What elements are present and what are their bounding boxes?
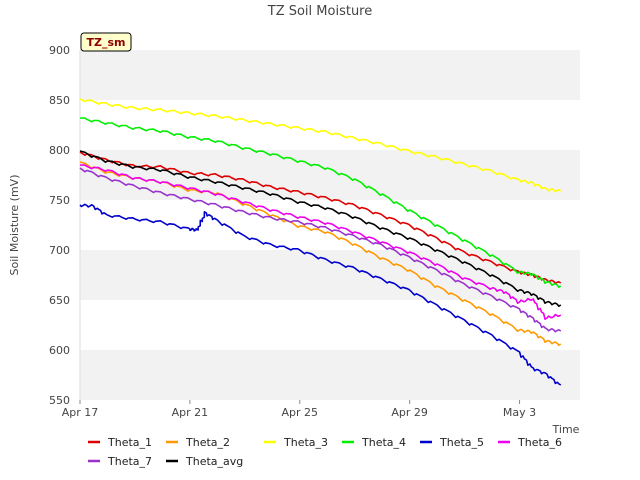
grid-band	[80, 300, 580, 350]
legend-label: Theta_7	[107, 455, 152, 468]
series-line-theta_5	[79, 203, 562, 386]
legend-label: Theta_1	[107, 436, 152, 449]
y-tick-label: 650	[49, 294, 70, 307]
legend-label: Theta_3	[283, 436, 328, 449]
y-tick-label: 750	[49, 194, 70, 207]
legend-label: Theta_6	[517, 436, 562, 449]
badge: TZ_sm	[80, 32, 132, 52]
x-tick-label: Apr 25	[282, 406, 319, 419]
badge-label: TZ_sm	[87, 36, 126, 49]
y-tick-label: 800	[49, 144, 70, 157]
series-line-theta_4	[80, 117, 562, 288]
x-axis-ticks: Apr 17 Apr 21 Apr 25 Apr 29 May 3	[62, 400, 536, 419]
series-line-theta_avg	[79, 150, 562, 307]
badge-box	[80, 32, 132, 52]
x-tick-label: May 3	[503, 406, 536, 419]
series-lines	[79, 98, 562, 386]
x-tick-label: Apr 21	[172, 406, 209, 419]
series-line-theta_7	[79, 167, 562, 333]
series-line-theta_3	[79, 98, 562, 193]
x-axis-label: Time	[552, 423, 580, 436]
legend-label: Theta_avg	[185, 455, 243, 468]
series-line-theta_6	[79, 164, 562, 320]
y-tick-label: 700	[49, 244, 70, 257]
grid-band	[80, 50, 580, 100]
y-axis-ticks: 550 600 650 700 750 800 850 900	[49, 44, 70, 407]
y-axis-label: Soil Moisture (mV)	[8, 175, 21, 276]
grid-band	[80, 100, 580, 150]
x-tick-label: Apr 29	[391, 406, 428, 419]
legend-label: Theta_5	[439, 436, 484, 449]
plot-background-bands	[79, 50, 580, 400]
legend-label: Theta_4	[361, 436, 406, 449]
legend-label: Theta_2	[185, 436, 230, 449]
chart-title: TZ Soil Moisture	[267, 4, 373, 19]
legend: Theta_1 Theta_2 Theta_3 Theta_4 Theta_5 Theta…	[88, 436, 562, 468]
grid-band	[80, 350, 580, 400]
grid-band	[80, 200, 580, 250]
y-tick-label: 600	[49, 344, 70, 357]
x-tick-label: Apr 17	[62, 406, 99, 419]
y-tick-label: 850	[49, 94, 70, 107]
y-tick-label: 900	[49, 44, 70, 57]
y-tick-label: 550	[49, 394, 70, 407]
